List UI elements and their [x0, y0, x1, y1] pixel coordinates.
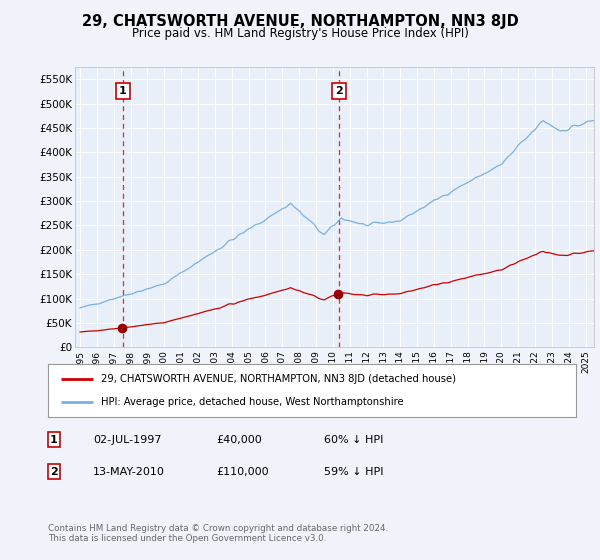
Text: 1: 1: [50, 435, 58, 445]
Text: 60% ↓ HPI: 60% ↓ HPI: [324, 435, 383, 445]
Text: 2: 2: [50, 466, 58, 477]
Text: 29, CHATSWORTH AVENUE, NORTHAMPTON, NN3 8JD (detached house): 29, CHATSWORTH AVENUE, NORTHAMPTON, NN3 …: [101, 374, 456, 384]
Text: £110,000: £110,000: [216, 466, 269, 477]
Text: Contains HM Land Registry data © Crown copyright and database right 2024.
This d: Contains HM Land Registry data © Crown c…: [48, 524, 388, 543]
Text: 13-MAY-2010: 13-MAY-2010: [93, 466, 165, 477]
Text: 29, CHATSWORTH AVENUE, NORTHAMPTON, NN3 8JD: 29, CHATSWORTH AVENUE, NORTHAMPTON, NN3 …: [82, 14, 518, 29]
Text: £40,000: £40,000: [216, 435, 262, 445]
Text: HPI: Average price, detached house, West Northamptonshire: HPI: Average price, detached house, West…: [101, 397, 403, 407]
Text: 59% ↓ HPI: 59% ↓ HPI: [324, 466, 383, 477]
Text: Price paid vs. HM Land Registry's House Price Index (HPI): Price paid vs. HM Land Registry's House …: [131, 27, 469, 40]
Text: 2: 2: [335, 86, 343, 96]
Text: 02-JUL-1997: 02-JUL-1997: [93, 435, 161, 445]
Text: 1: 1: [119, 86, 127, 96]
